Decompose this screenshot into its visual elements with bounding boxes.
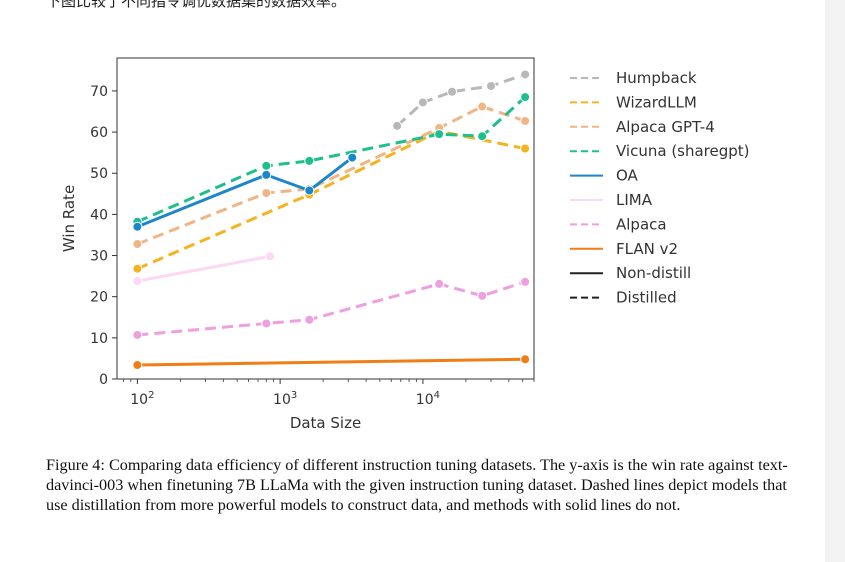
data-point-lima-1 xyxy=(265,251,276,262)
data-point-alpaca-gpt-4-1 xyxy=(261,187,272,198)
data-point-alpaca-5 xyxy=(520,276,531,287)
data-point-humpback-0 xyxy=(392,120,403,131)
legend-label-wizardllm: WizardLLM xyxy=(616,93,697,111)
x-tick-label-10000: 104 xyxy=(416,390,440,408)
y-tick-label-70: 70 xyxy=(90,84,108,100)
data-point-alpaca-4 xyxy=(477,290,488,301)
data-point-humpback-1 xyxy=(417,97,428,108)
legend: Humpback WizardLLM Alpaca GPT-4 Vicuna (sha… xyxy=(570,69,750,307)
legend-label-flan-v2: FLAN v2 xyxy=(616,240,678,258)
data-point-wizardllm-3 xyxy=(520,143,531,154)
legend-label-vicuna-sharegpt: Vicuna (sharegpt) xyxy=(616,142,750,160)
x-axis-label: Data Size xyxy=(290,414,361,432)
legend-label-alpaca: Alpaca xyxy=(616,215,667,233)
data-point-vicuna-sharegpt-4 xyxy=(477,131,488,142)
x-tick-label-100: 102 xyxy=(130,390,154,408)
figure-caption: Figure 4: Comparing data efficiency of d… xyxy=(46,456,788,514)
data-point-oa-2 xyxy=(304,185,315,196)
plot-area: 0 10 20 30 40 50 60 70 102 103 104 Data Size Win Rat… xyxy=(60,57,535,432)
y-tick-label-10: 10 xyxy=(90,331,108,347)
page-edge-strip xyxy=(825,0,845,562)
data-point-alpaca-0 xyxy=(132,329,143,340)
data-point-humpback-4 xyxy=(520,69,531,80)
data-point-alpaca-1 xyxy=(261,318,272,329)
legend-label-alpaca-gpt-4: Alpaca GPT-4 xyxy=(616,118,715,136)
y-axis-label: Win Rate xyxy=(60,185,78,252)
legend-label-oa: OA xyxy=(616,167,639,185)
data-point-humpback-2 xyxy=(447,86,458,97)
y-tick-label-40: 40 xyxy=(90,207,108,223)
data-point-vicuna-sharegpt-1 xyxy=(261,160,272,171)
series-line-wizardllm xyxy=(136,129,526,271)
y-tick-label-60: 60 xyxy=(90,125,108,141)
data-point-humpback-3 xyxy=(486,80,497,91)
data-point-oa-3 xyxy=(347,152,358,163)
data-point-alpaca-gpt-4-4 xyxy=(477,101,488,112)
legend-label-distilled: Distilled xyxy=(616,289,677,307)
series-line-humpback xyxy=(396,73,526,128)
series-line-flan-v2 xyxy=(137,357,526,367)
data-point-wizardllm-0 xyxy=(132,263,143,274)
win-rate-chart: 0 10 20 30 40 50 60 70 102 103 104 Data Size Win Rat… xyxy=(60,57,750,432)
y-tick-label-20: 20 xyxy=(90,290,108,306)
x-tick-label-1000: 103 xyxy=(273,390,297,408)
y-tick-label-50: 50 xyxy=(90,166,108,182)
top-text-line: 下图比较了不同指令调优数据集的数据效率。 xyxy=(46,0,347,10)
data-point-alpaca-2 xyxy=(304,314,315,325)
legend-label-lima: LIMA xyxy=(616,191,653,209)
data-point-alpaca-3 xyxy=(434,278,445,289)
data-point-flan-v2-0 xyxy=(132,360,143,371)
legend-label-non-distill: Non-distill xyxy=(616,264,691,282)
plot-frame xyxy=(116,57,535,380)
data-point-lima-0 xyxy=(132,276,143,287)
legend-label-humpback: Humpback xyxy=(616,69,697,87)
data-point-vicuna-sharegpt-2 xyxy=(304,155,315,166)
series-line-oa xyxy=(136,156,354,229)
data-point-alpaca-gpt-4-5 xyxy=(520,115,531,126)
data-point-flan-v2-1 xyxy=(520,354,531,365)
data-point-vicuna-sharegpt-5 xyxy=(520,92,531,103)
data-point-alpaca-gpt-4-0 xyxy=(132,239,143,250)
series-line-alpaca xyxy=(137,280,526,337)
data-point-oa-1 xyxy=(261,169,272,180)
data-point-oa-0 xyxy=(132,221,143,232)
data-point-vicuna-sharegpt-3 xyxy=(434,129,445,140)
series-line-lima xyxy=(137,254,271,283)
series-line-alpaca-gpt-4 xyxy=(136,105,526,246)
y-tick-label-0: 0 xyxy=(99,372,108,388)
y-tick-label-30: 30 xyxy=(90,249,108,265)
